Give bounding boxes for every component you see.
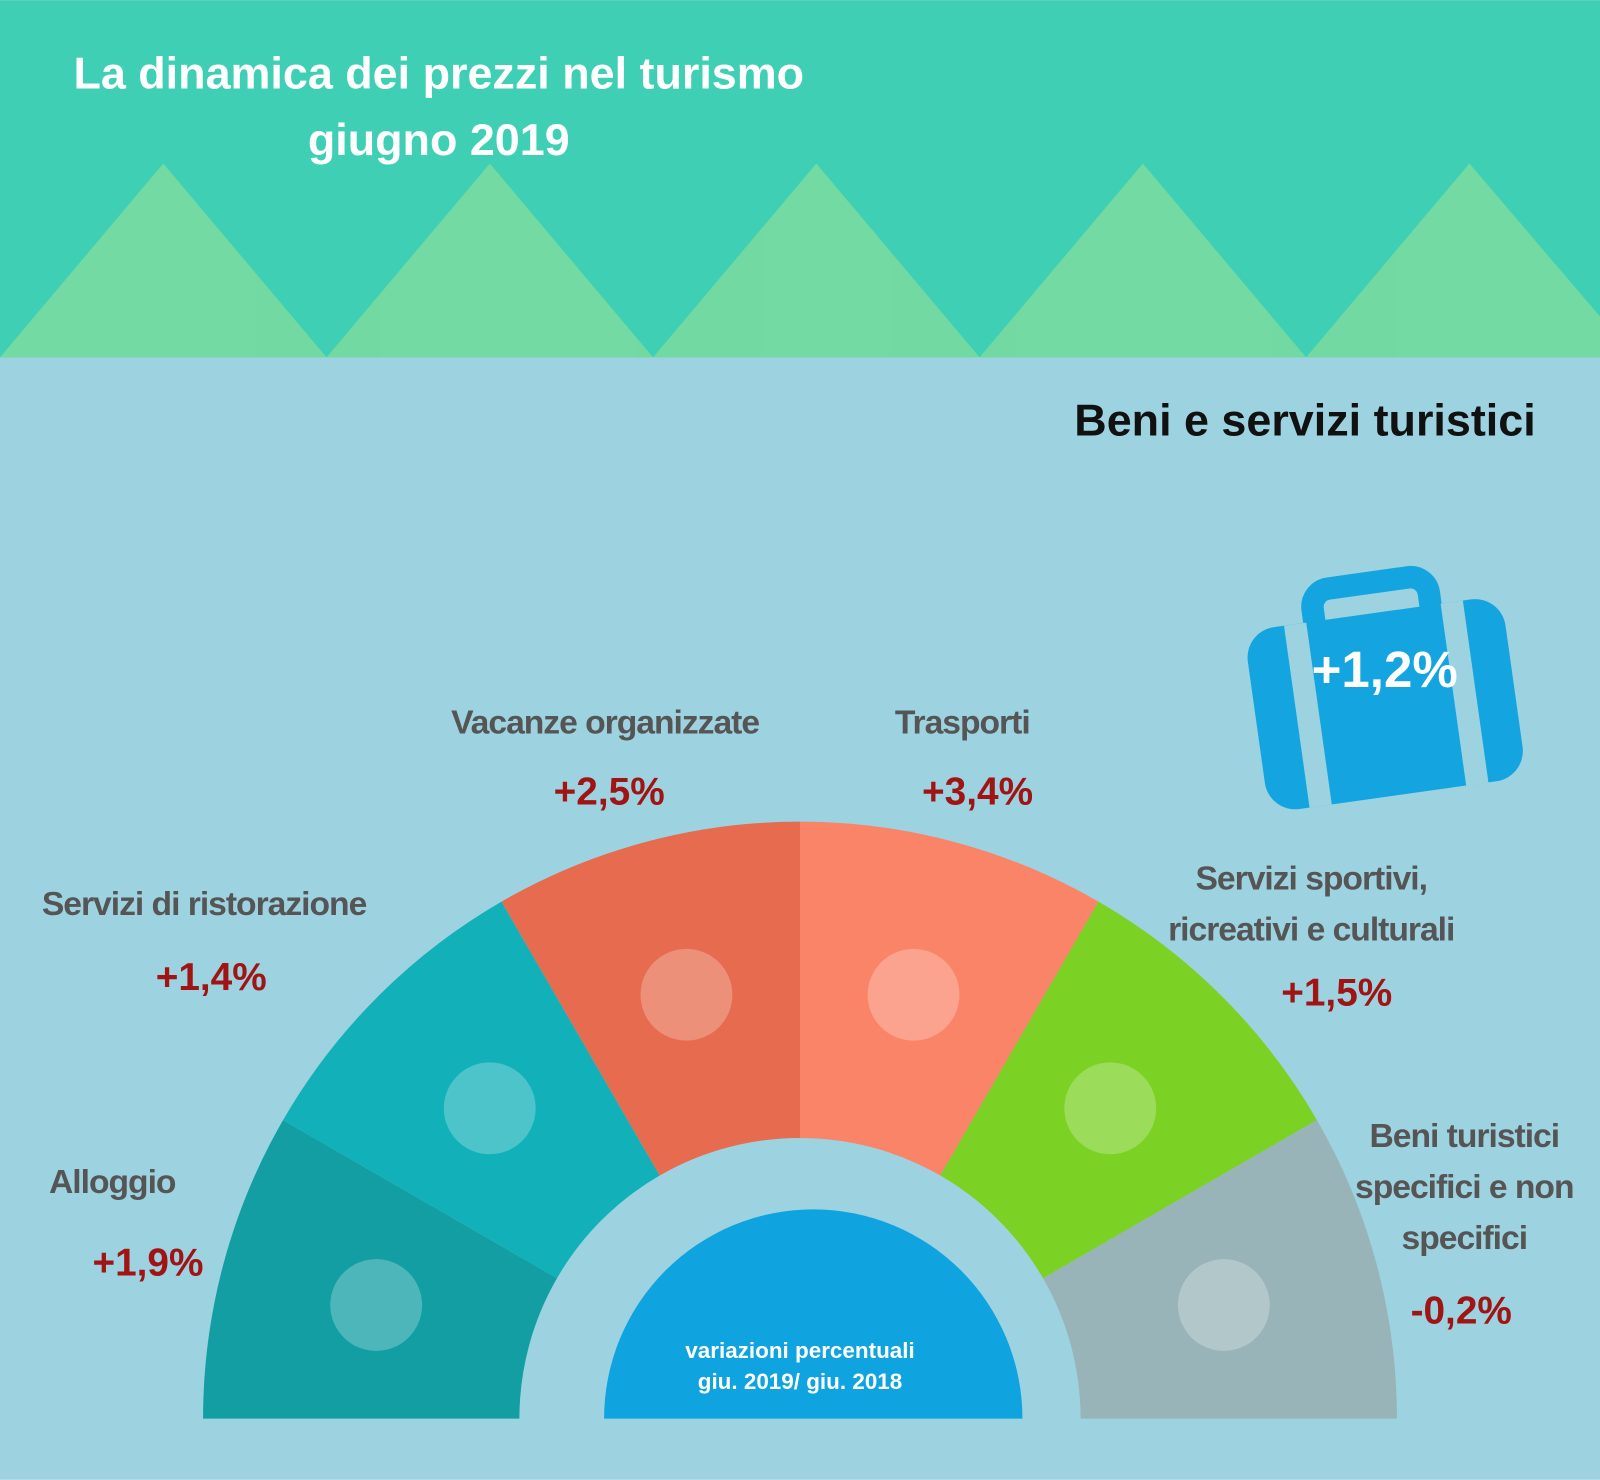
- center-disc: [604, 1209, 1023, 1419]
- segment-label: Alloggio: [49, 1164, 176, 1201]
- total-value: +1,2%: [1312, 641, 1458, 698]
- segment-icon: [1064, 1062, 1157, 1155]
- segment-label: specifici: [1402, 1220, 1528, 1257]
- header-pattern: [0, 163, 1600, 358]
- segment-label: Servizi sportivi,: [1196, 861, 1427, 898]
- segment-value: +1,4%: [156, 956, 267, 999]
- segment-label: Servizi di ristorazione: [42, 886, 367, 923]
- segment-label: Trasporti: [895, 705, 1030, 742]
- segment-label: Beni turistici: [1370, 1118, 1560, 1155]
- segment-value: +1,5%: [1281, 971, 1392, 1014]
- segment-value: +2,5%: [554, 770, 665, 813]
- segment: [800, 821, 1099, 1176]
- segment-value: +3,4%: [922, 770, 1033, 813]
- segment: [501, 821, 800, 1176]
- segment-icon: [640, 948, 733, 1041]
- section-title: Beni e servizi turistici: [1074, 395, 1535, 446]
- segment: [283, 901, 660, 1279]
- segment-icon: [867, 948, 960, 1041]
- title-line: giugno 2019: [308, 114, 570, 165]
- ring: [203, 821, 1397, 1419]
- segment: [940, 901, 1317, 1279]
- segment-icon: [330, 1259, 423, 1351]
- segment-value: +1,9%: [92, 1242, 203, 1285]
- segment-value: -0,2%: [1411, 1290, 1512, 1333]
- title-line: La dinamica dei prezzi nel turismo: [73, 48, 804, 99]
- center-note: variazioni percentuali: [685, 1338, 914, 1363]
- center-note: giu. 2019/ giu. 2018: [698, 1369, 903, 1394]
- segment-icon: [443, 1062, 536, 1155]
- segment-label: ricreativi e culturali: [1168, 912, 1454, 949]
- segment: [1043, 1120, 1397, 1419]
- suitcase: [1247, 565, 1523, 810]
- segment-icon: [1177, 1259, 1270, 1351]
- segment-label: specifici e non: [1355, 1169, 1573, 1206]
- segment-label: Vacanze organizzate: [451, 705, 759, 742]
- segment: [203, 1120, 557, 1419]
